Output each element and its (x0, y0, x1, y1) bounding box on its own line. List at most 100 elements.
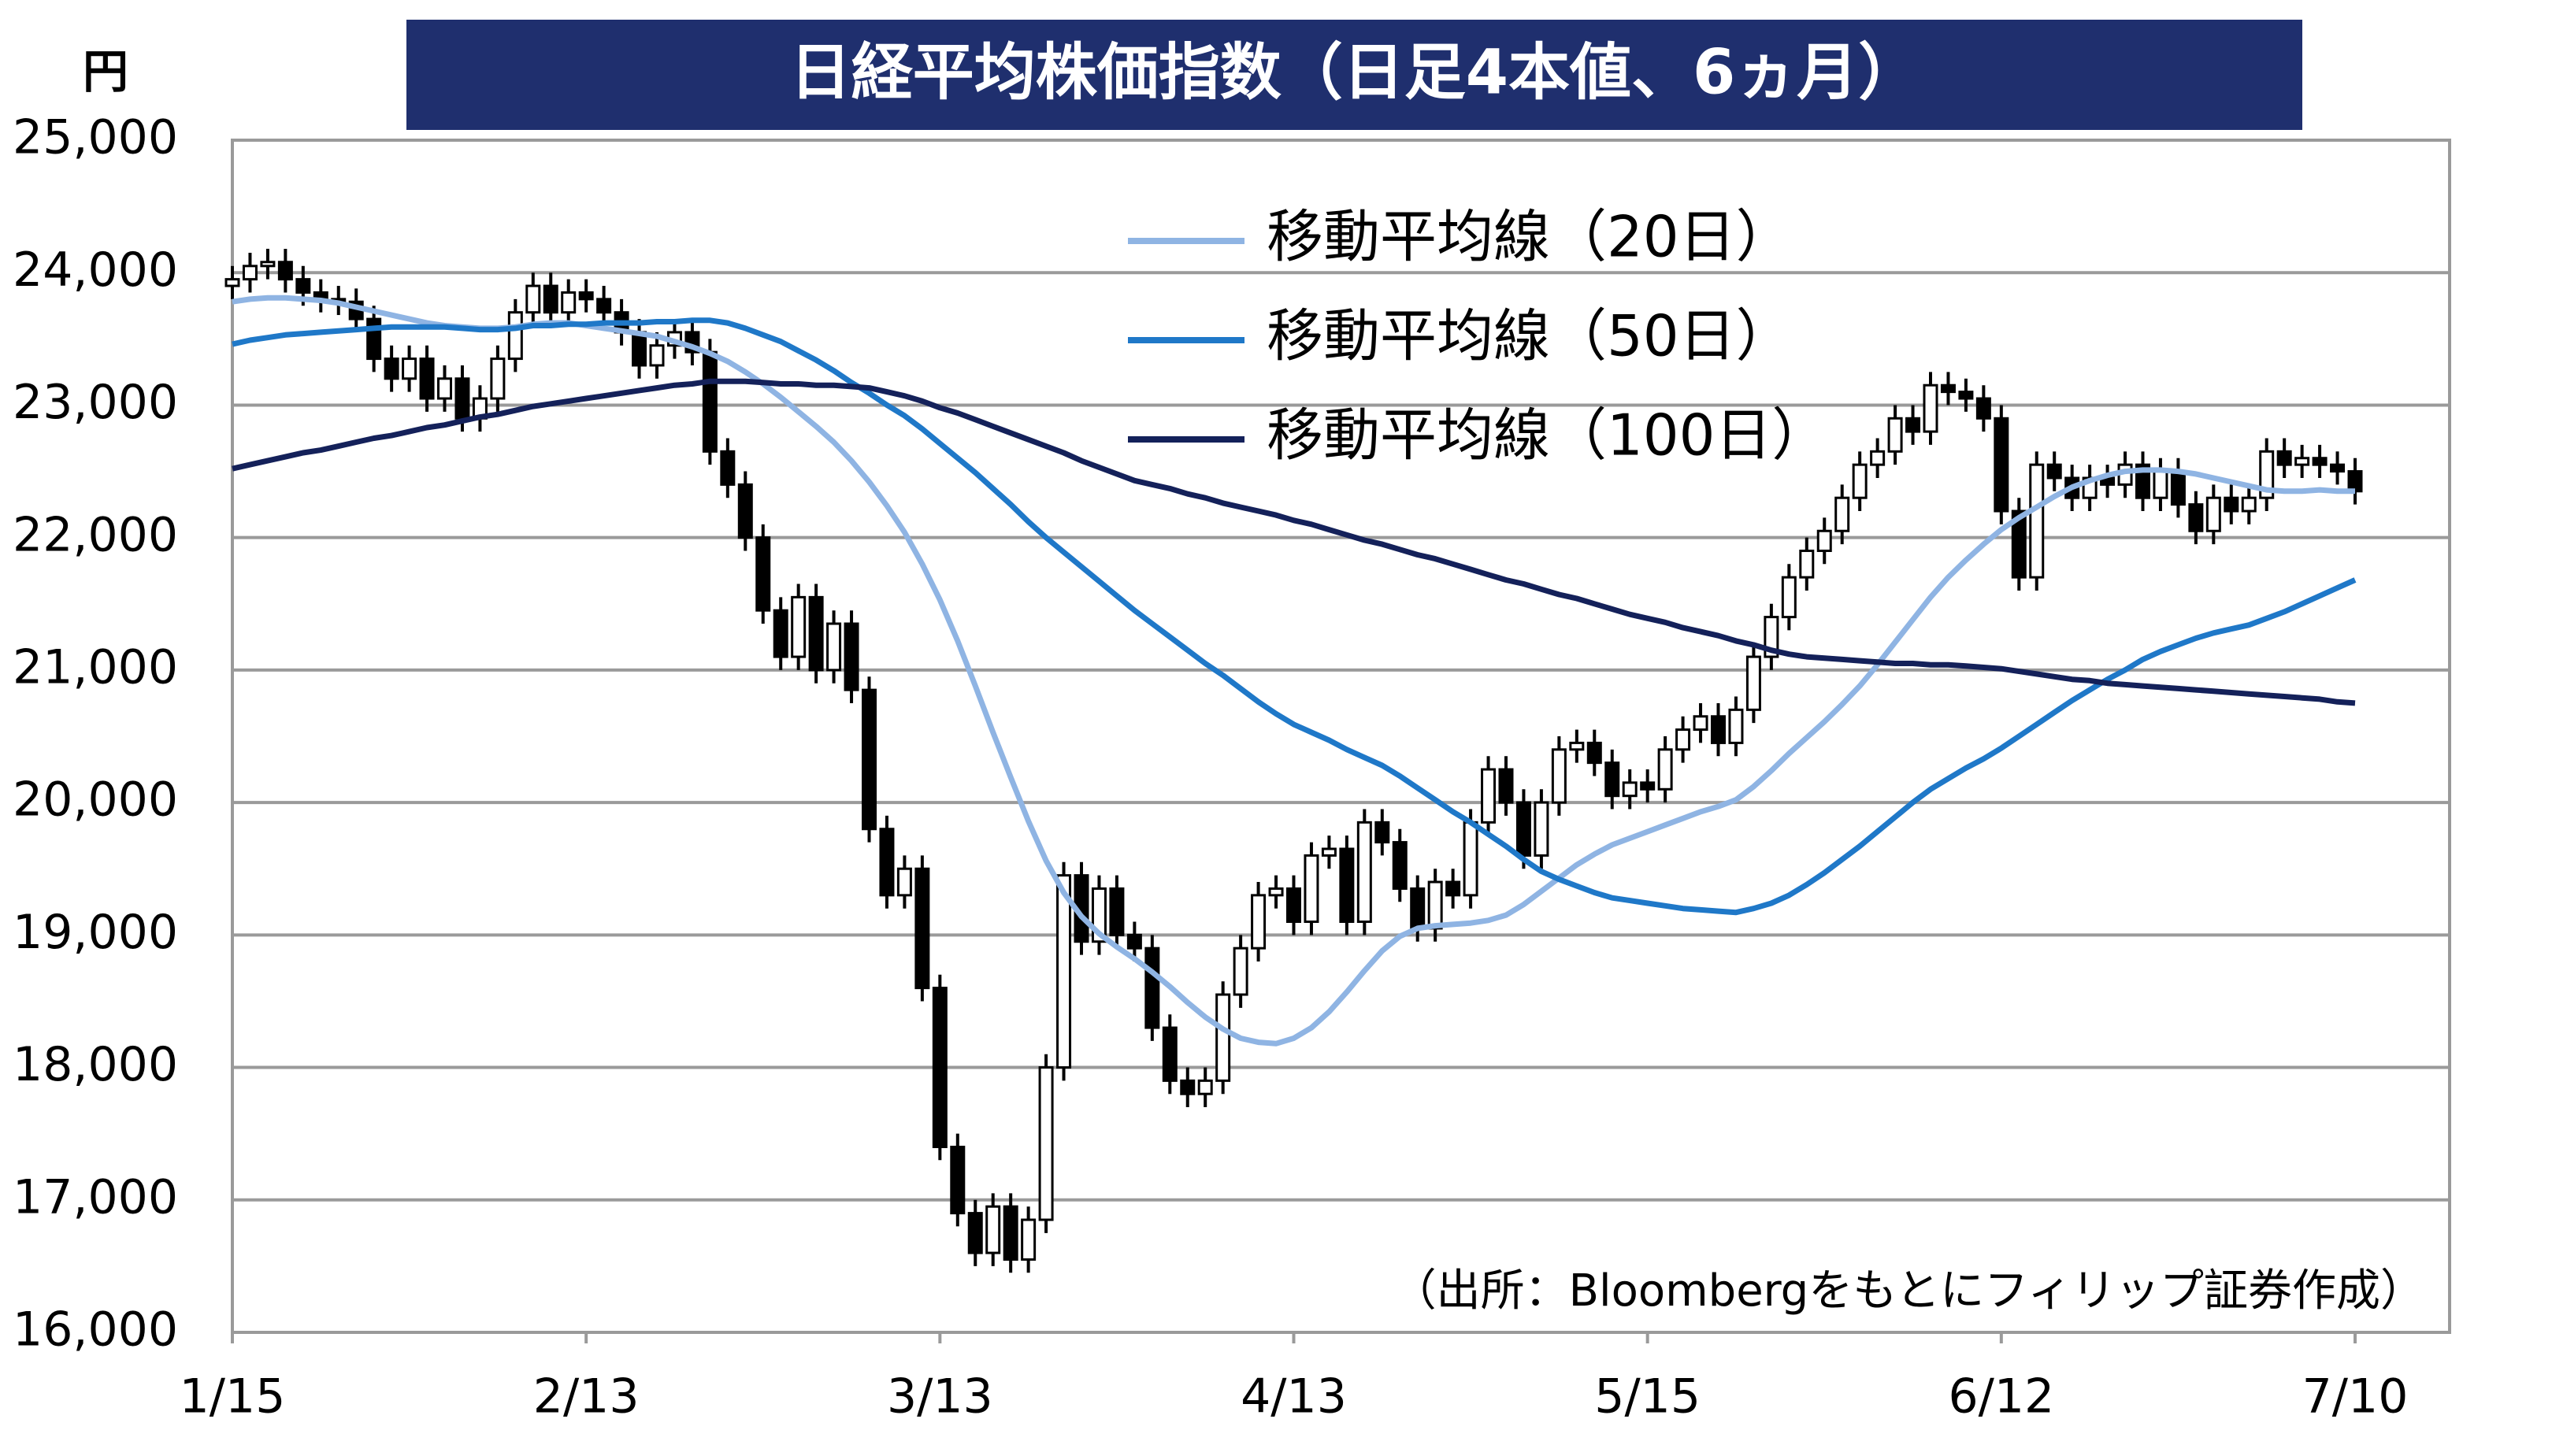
candle-body (1251, 894, 1267, 950)
candle-body (1021, 1218, 1037, 1261)
candle-body (914, 867, 930, 990)
y-tick-label: 23,000 (13, 375, 178, 430)
x-tick-label: 4/13 (1241, 1369, 1347, 1425)
y-tick-label: 17,000 (13, 1169, 178, 1224)
candle-body (1126, 933, 1142, 950)
candle-body (1233, 947, 1248, 996)
candle-body (277, 261, 293, 281)
candle-body (1215, 993, 1231, 1082)
candle-body (1940, 383, 1956, 394)
candle-body (2046, 463, 2062, 480)
candle-body (1745, 655, 1761, 711)
candle-body (1693, 715, 1708, 732)
candle-body (1056, 874, 1072, 1069)
candle-body (649, 344, 665, 367)
chart-title: 日経平均株価指数（日足4本値、6ヵ月） (790, 37, 1920, 108)
y-tick-label: 22,000 (13, 507, 178, 562)
candle-body (702, 350, 718, 453)
candle-body (2153, 470, 2168, 499)
candle-body (419, 358, 435, 400)
candle-body (1551, 748, 1567, 804)
candle-body (1622, 781, 1638, 798)
candle-body (1374, 821, 1390, 844)
candle-body (1162, 1026, 1178, 1082)
candle-body (1410, 887, 1426, 930)
candle-body (596, 298, 612, 314)
legend-label: 移動平均線（20日） (1267, 204, 1793, 270)
x-tick-label: 1/15 (180, 1369, 286, 1425)
candle-body (1586, 741, 1602, 765)
candle-body (1286, 887, 1301, 924)
candle-body (773, 609, 788, 658)
candle-body (2294, 457, 2310, 466)
candle-body (1799, 549, 1815, 579)
candle-body (1003, 1205, 1018, 1261)
candle-body (791, 595, 807, 658)
candle-body (1816, 529, 1832, 552)
candle-body (2205, 496, 2221, 532)
candle-body (1870, 450, 1886, 466)
candle-body (2312, 457, 2328, 466)
candle-body (2011, 509, 2027, 579)
plot-frame (231, 139, 2451, 1334)
candle-body (1339, 847, 1355, 924)
y-tick-label: 24,000 (13, 243, 178, 298)
candle-body (737, 483, 753, 539)
candle-body (507, 311, 523, 361)
y-tick-label: 19,000 (13, 905, 178, 960)
candle-body (1392, 841, 1408, 890)
candle-body (454, 377, 470, 420)
candle-body (932, 987, 948, 1148)
candle-body (632, 331, 647, 367)
candle-body (950, 1145, 966, 1215)
y-tick-label: 16,000 (13, 1302, 178, 1358)
candle-body (1144, 947, 1160, 1029)
candle-body (1356, 821, 1372, 924)
candle-body (1180, 1079, 1196, 1095)
candle-body (1427, 880, 1443, 930)
candle-body (2330, 463, 2346, 473)
candle-body (490, 358, 506, 400)
candle-body (260, 261, 276, 268)
candle-body (1994, 417, 2009, 513)
moving-average-line (232, 317, 2357, 916)
candle-body (1640, 781, 1656, 791)
candle-body (720, 450, 736, 486)
candle-body (1534, 801, 1549, 857)
candle-body (1569, 741, 1585, 751)
candle-body (543, 284, 558, 314)
x-tick-label: 2/13 (533, 1369, 640, 1425)
x-tick-label: 3/13 (887, 1369, 993, 1425)
candle-body (1604, 761, 1620, 798)
x-tick-label: 6/12 (1948, 1369, 2054, 1425)
title-banner (406, 20, 2302, 130)
candle-body (2241, 496, 2257, 513)
candle-body (1781, 576, 1797, 619)
candle-body (366, 317, 382, 361)
candle-body (1711, 715, 1726, 744)
candle-body (224, 278, 240, 287)
candle-body (1958, 391, 1974, 400)
y-tick-label: 25,000 (13, 110, 178, 165)
legend: 移動平均線（20日） 移動平均線（50日） 移動平均線（100日） (1128, 204, 1828, 469)
candle-body (2347, 470, 2363, 493)
y-tick-label: 18,000 (13, 1037, 178, 1092)
candle-body (862, 688, 877, 831)
legend-label: 移動平均線（50日） (1267, 303, 1793, 369)
moving-average-line (232, 378, 2356, 706)
candle-body (1445, 880, 1461, 897)
candle-body (1304, 854, 1319, 924)
candle-body (525, 284, 541, 314)
candle-body (1657, 748, 1673, 791)
candle-body (2170, 470, 2186, 506)
y-axis-label: 円 (83, 45, 128, 98)
y-tick-label: 21,000 (13, 639, 178, 695)
candle-body (1481, 768, 1497, 824)
candle-body (826, 622, 842, 672)
x-tick-label: 5/15 (1594, 1369, 1701, 1425)
candle-body (1515, 801, 1531, 857)
candle-body (242, 265, 258, 281)
candle-body (985, 1205, 1001, 1254)
candle-body (437, 377, 452, 400)
